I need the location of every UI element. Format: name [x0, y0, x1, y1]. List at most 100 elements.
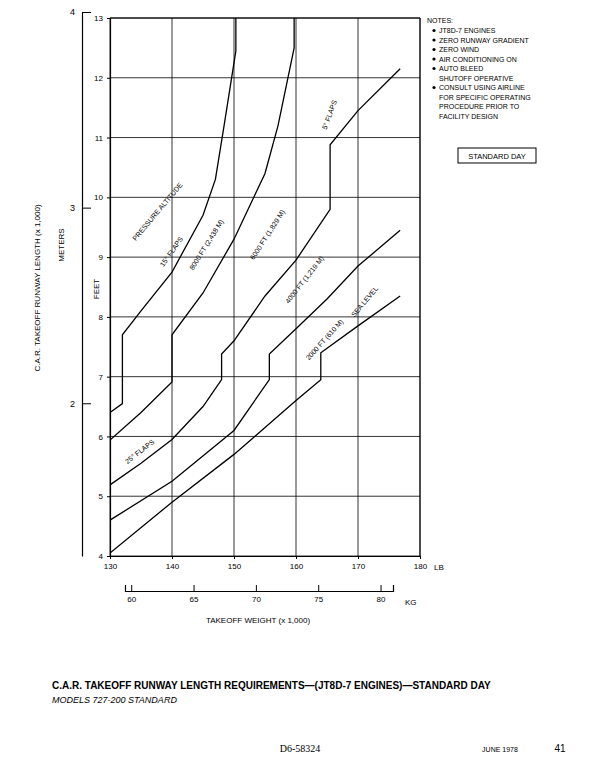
series-label: 8000 FT (2,438 M) [188, 218, 225, 271]
y-unit: FEET [92, 279, 101, 300]
tick: 11 [95, 134, 110, 143]
tick: 4 [99, 552, 110, 561]
tick-label: 140 [166, 562, 180, 571]
tick-label: 3 [70, 203, 75, 213]
series-line [110, 69, 400, 485]
grid-line [110, 436, 420, 437]
tick: 13 [94, 14, 110, 23]
tick: 150 [228, 556, 242, 571]
note-line: ZERO WIND [439, 46, 479, 53]
note-line: AUTO BLEED [439, 65, 483, 72]
bullet [432, 67, 435, 70]
tick-label: 2 [70, 399, 75, 409]
tick-mark [131, 585, 132, 591]
grid-line [110, 257, 420, 258]
chart-container: 1301401501601701804567891011121323460657… [0, 0, 597, 761]
axis-titles: LBKGTAKEOFF WEIGHT (x 1,000)C.A.R. TAKEO… [33, 204, 444, 625]
tick-label: 70 [252, 595, 261, 604]
tick-label: 150 [228, 562, 242, 571]
x2-axis: 6065707580 [126, 585, 394, 604]
series-line [110, 18, 236, 413]
note-line: JT8D-7 ENGINES [439, 27, 496, 34]
tick: 70 [252, 585, 261, 604]
tick-mark [107, 436, 110, 437]
note-line: ZERO RUNWAY GRADIENT [439, 37, 529, 44]
tick-mark [82, 403, 91, 404]
tick-mark [82, 12, 91, 13]
tick-label: 130 [104, 562, 118, 571]
y-label: C.A.R. TAKEOFF RUNWAY LENGTH (x 1,000) [33, 204, 42, 371]
grid-line [172, 18, 173, 556]
grid-line [110, 77, 420, 78]
tick-label: 6 [99, 433, 104, 442]
tick-label: 5 [99, 492, 104, 501]
tick: 65 [190, 585, 199, 604]
tick-label: 12 [94, 74, 103, 83]
tick-mark [107, 197, 110, 198]
tick-mark [107, 18, 110, 19]
bullet [432, 29, 435, 32]
y2-unit: METERS [57, 228, 66, 261]
tick-mark [107, 257, 110, 258]
y2-axis: 2 3 4 [70, 7, 91, 556]
tick-mark [358, 556, 359, 559]
grid-line [110, 496, 420, 497]
series-label: 2000 FT (610 M) [305, 318, 346, 362]
series-label: 4000 FT (1,219 M) [284, 255, 326, 306]
series-line [110, 18, 294, 440]
note-line: SHUTOFF OPERATIVE [439, 75, 514, 82]
tick-mark [172, 556, 173, 559]
tick-label: 80 [377, 595, 386, 604]
curve-labels: 8000 FT (2,438 M) 6000 FT (1,829 M)4000 F… [124, 99, 379, 465]
axis-line [110, 19, 111, 557]
date: JUNE 1978 [482, 746, 518, 753]
tick-label: 60 [127, 595, 136, 604]
tick: 9 [99, 253, 110, 262]
series-line [110, 296, 400, 553]
tick-label: 9 [99, 253, 104, 262]
tick-mark [107, 78, 110, 79]
axis-line [82, 13, 83, 557]
note-line: FACILITY DESIGN [439, 113, 498, 120]
bullet [432, 86, 435, 89]
tick-label: 13 [94, 14, 103, 23]
tick-mark [107, 556, 110, 557]
annotation: PRESSURE ALTITUDE [131, 181, 184, 242]
series-label: 6000 FT (1,829 M) [249, 208, 287, 261]
tick-label: 160 [290, 562, 304, 571]
note-line: PROCEDURE PRIOR TO [439, 103, 520, 110]
tick: 3 [70, 203, 91, 213]
tick-mark [296, 556, 297, 559]
grid-line [234, 18, 235, 556]
annotation: 15° FLAPS [159, 235, 185, 268]
x2-unit: KG [405, 598, 417, 607]
tick-label: 8 [99, 313, 104, 322]
tick-mark [107, 377, 110, 378]
tick: 80 [377, 585, 386, 604]
tick: 2 [70, 399, 91, 409]
grid-line [110, 137, 420, 138]
grid-line [110, 316, 420, 317]
grid-line [420, 18, 421, 556]
tick: 160 [290, 556, 304, 571]
plot-frame [110, 18, 420, 19]
tick-label: 4 [70, 7, 75, 17]
series-line [110, 230, 400, 520]
condition: STANDARD DAY [468, 152, 526, 161]
tick-label: 11 [95, 134, 104, 143]
title-block: C.A.R. TAKEOFF RUNWAY LENGTH REQUIREMENT… [52, 680, 566, 754]
bullet [432, 57, 435, 60]
tick-label: 4 [99, 552, 104, 561]
tick: 180 [414, 556, 428, 571]
tick-mark [107, 317, 110, 318]
bullet [432, 48, 435, 51]
grid-line [110, 556, 420, 557]
tick: 6 [99, 433, 110, 442]
tick-mark [107, 496, 110, 497]
axis-line [126, 585, 394, 592]
tick: 5 [99, 492, 110, 501]
grid-line [110, 18, 111, 556]
grid [110, 18, 420, 556]
tick-mark [318, 585, 319, 591]
grid-line [110, 376, 420, 377]
